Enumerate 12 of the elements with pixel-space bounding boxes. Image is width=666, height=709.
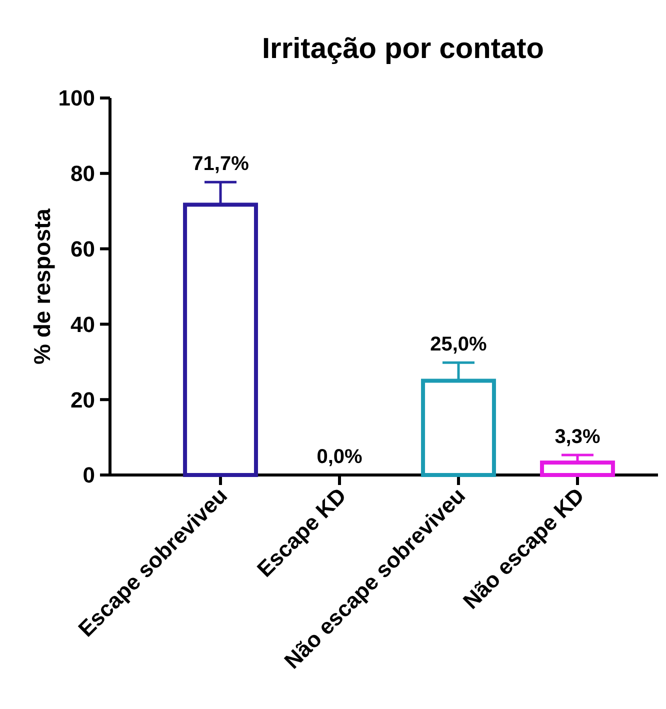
y-tick-label: 20 [70,387,95,412]
y-tick-label: 100 [58,86,95,111]
y-tick-label: 0 [82,462,95,488]
data-label: 25,0% [430,334,488,356]
y-tick-label: 40 [70,312,95,337]
data-label: 0,0% [316,446,363,468]
y-tick-label: 60 [70,236,95,262]
data-label: 3,3% [554,426,600,448]
data-label: 71,7% [192,153,250,176]
y-tick-label: 80 [70,161,95,186]
y-axis-title: % de resposta [29,208,55,364]
chart-title: Irritação por contato [262,33,544,65]
